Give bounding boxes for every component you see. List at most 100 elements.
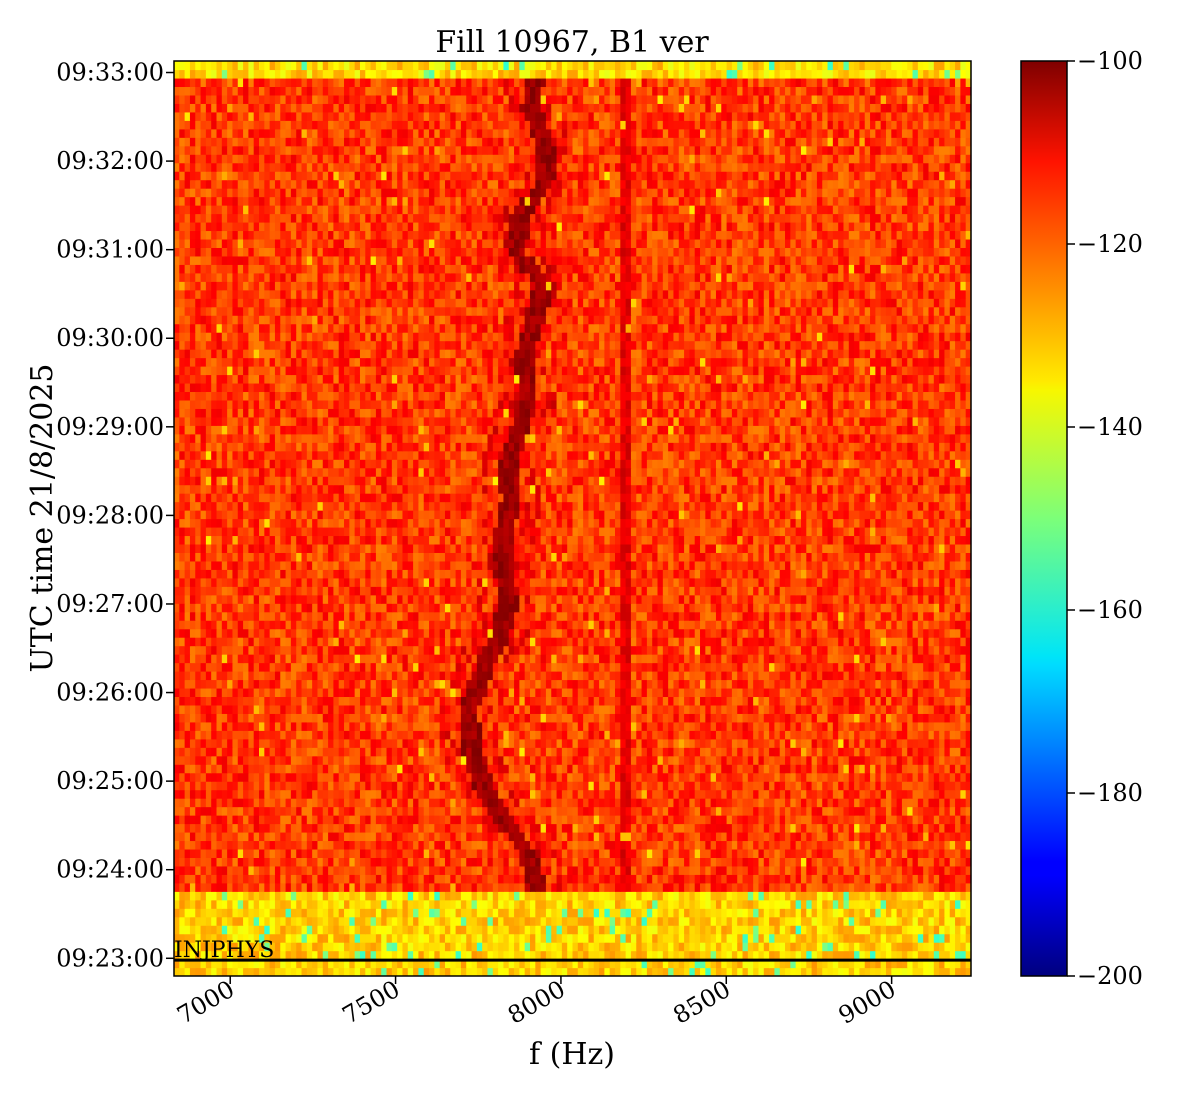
heatmap-cell <box>545 933 552 943</box>
heatmap-cell <box>848 704 855 714</box>
heatmap-cell <box>880 789 887 799</box>
heatmap-cell <box>551 713 558 723</box>
heatmap-cell <box>800 781 807 791</box>
heatmap-cell <box>955 840 961 850</box>
heatmap-cell <box>933 925 940 935</box>
heatmap-cell <box>949 840 956 850</box>
heatmap-cell <box>795 806 802 816</box>
heatmap-cell <box>694 815 701 825</box>
heatmap-cell <box>227 831 234 842</box>
heatmap-cell <box>354 781 361 791</box>
heatmap-cell <box>460 831 467 842</box>
heatmap-cell <box>439 857 446 867</box>
heatmap-cell <box>375 823 382 833</box>
heatmap-cell <box>514 721 520 731</box>
heatmap-cell <box>179 713 186 723</box>
heatmap-cell <box>402 687 409 698</box>
heatmap-cell <box>965 967 971 976</box>
heatmap-cell <box>184 738 191 748</box>
heatmap-cell <box>896 747 903 757</box>
heatmap-cell <box>694 891 701 901</box>
heatmap-cell <box>466 899 473 909</box>
heatmap-cell <box>354 721 361 731</box>
heatmap-cell <box>875 942 882 952</box>
heatmap-cell <box>960 815 967 825</box>
heatmap-cell <box>476 823 483 833</box>
heatmap-cell <box>301 942 308 952</box>
heatmap-cell <box>949 704 956 714</box>
heatmap-cell <box>227 687 234 698</box>
heatmap-cell <box>519 696 526 706</box>
heatmap-cell <box>189 704 196 714</box>
heatmap-cell <box>514 950 520 960</box>
heatmap-cell <box>386 747 393 757</box>
heatmap-cell <box>434 798 441 808</box>
heatmap-cell <box>848 747 855 757</box>
heatmap-cell <box>333 882 340 892</box>
heatmap-cell <box>917 747 924 757</box>
heatmap-cell <box>800 959 807 969</box>
heatmap-cell <box>684 865 690 875</box>
heatmap-cell <box>216 891 223 901</box>
heatmap-cell <box>731 781 738 791</box>
heatmap-cell <box>896 857 903 867</box>
heatmap-cell <box>700 899 706 909</box>
heatmap-cell <box>545 781 552 791</box>
heatmap-cell <box>901 908 908 918</box>
heatmap-cell <box>237 764 244 774</box>
heatmap-cell <box>880 831 887 842</box>
heatmap-cell <box>200 967 207 976</box>
heatmap-cell <box>774 899 781 909</box>
heatmap-cell <box>790 933 797 943</box>
heatmap-cell <box>195 942 202 952</box>
heatmap-cell <box>843 942 850 952</box>
heatmap-cell <box>662 916 669 926</box>
heatmap-cell <box>487 806 494 816</box>
heatmap-cell <box>375 865 382 875</box>
heatmap-cell <box>227 933 234 943</box>
heatmap-cell <box>423 925 430 935</box>
heatmap-cell <box>822 721 829 731</box>
heatmap-cell <box>567 950 574 960</box>
heatmap-cell <box>487 908 494 918</box>
heatmap-cell <box>243 789 249 799</box>
heatmap-cell <box>498 747 505 757</box>
heatmap-cell <box>960 933 967 943</box>
heatmap-cell <box>609 967 616 976</box>
heatmap-cell <box>620 916 627 926</box>
heatmap-cell <box>243 755 249 765</box>
heatmap-cell <box>561 967 568 976</box>
heatmap-cell <box>333 713 340 723</box>
heatmap-cell <box>264 967 271 976</box>
heatmap-cell <box>248 764 255 774</box>
heatmap-cell <box>365 806 372 816</box>
heatmap-cell <box>248 874 255 884</box>
heatmap-cell <box>694 798 701 808</box>
heatmap-cell <box>221 713 228 723</box>
heatmap-cell <box>418 925 425 935</box>
heatmap-cell <box>328 704 334 714</box>
heatmap-cell <box>955 764 961 774</box>
heatmap-cell <box>694 942 701 952</box>
heatmap-cell <box>737 950 744 960</box>
heatmap-cell <box>476 908 483 918</box>
heatmap-cell <box>195 882 202 892</box>
heatmap-cell <box>604 933 611 943</box>
heatmap-cell <box>386 857 393 867</box>
heatmap-cell <box>620 704 627 714</box>
heatmap-cell <box>885 908 892 918</box>
heatmap-cell <box>891 882 898 892</box>
heatmap-cell <box>949 933 956 943</box>
heatmap-cell <box>599 789 605 799</box>
heatmap-cell <box>418 696 425 706</box>
heatmap-cell <box>774 747 781 757</box>
heatmap-cell <box>434 950 441 960</box>
heatmap-cell <box>939 747 946 757</box>
heatmap-cell <box>838 865 845 875</box>
heatmap-cell <box>312 959 319 969</box>
heatmap-cell <box>689 848 696 858</box>
heatmap-cell <box>726 950 733 960</box>
heatmap-cell <box>960 899 967 909</box>
heatmap-cell <box>280 798 287 808</box>
heatmap-cell <box>859 730 866 740</box>
